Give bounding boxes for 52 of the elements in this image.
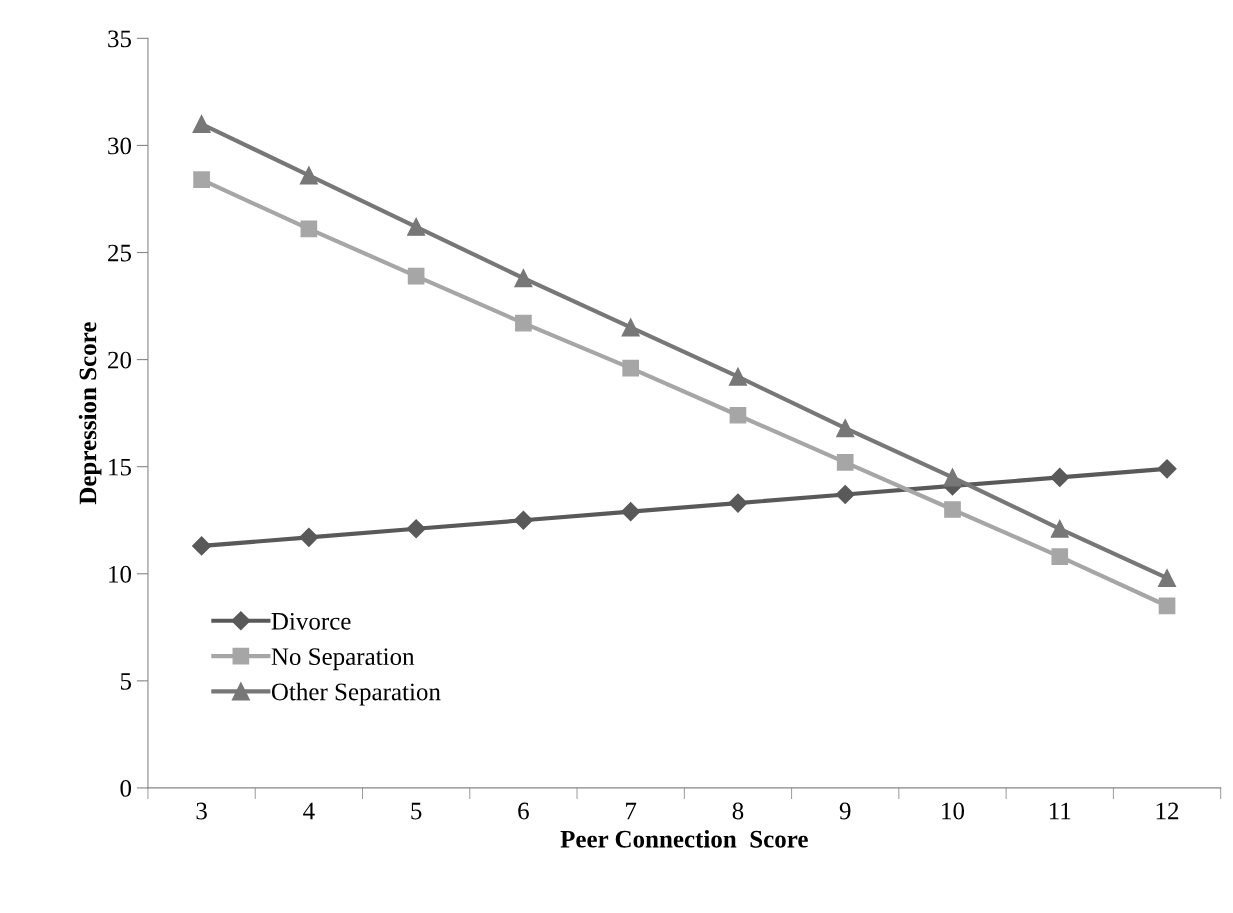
point	[728, 367, 747, 386]
point	[728, 493, 748, 513]
point	[1158, 597, 1176, 615]
point	[1050, 519, 1069, 538]
point	[407, 267, 425, 285]
x-tick-label: 9	[839, 802, 851, 820]
point	[1158, 569, 1177, 588]
x-tick-label: 4	[303, 802, 315, 820]
point	[192, 536, 212, 556]
legend-label: Divorce	[271, 612, 351, 630]
point	[944, 501, 961, 518]
point	[622, 359, 640, 377]
y-tick-label: 15	[109, 458, 132, 476]
x-tick-label: 11	[1049, 802, 1071, 820]
x-tick-label: 7	[626, 802, 637, 820]
x-tick-label: 6	[518, 802, 529, 820]
point	[621, 318, 640, 337]
point	[943, 468, 962, 487]
point	[835, 484, 855, 505]
legend-label: Other Separation	[271, 682, 441, 706]
point	[513, 510, 533, 530]
point	[1157, 459, 1177, 479]
x-tick-label: 3	[196, 802, 207, 820]
point	[514, 269, 533, 288]
x-axis-title: Peer Connection Score	[560, 830, 808, 848]
point	[836, 454, 854, 471]
point	[193, 171, 210, 189]
x-tick-label: 8	[732, 802, 744, 820]
y-tick-label: 35	[108, 30, 132, 48]
point	[515, 314, 532, 332]
point	[406, 519, 426, 539]
y-axis-title: Depression Score	[78, 322, 102, 505]
point	[192, 114, 211, 134]
point	[299, 166, 318, 185]
point	[299, 527, 319, 547]
point	[1051, 548, 1069, 565]
point	[300, 220, 318, 238]
x-tick-label: 5	[411, 802, 422, 820]
point	[836, 419, 855, 438]
x-tick-label: 10	[942, 802, 965, 820]
y-tick-label: 20	[108, 351, 132, 369]
y-tick-label: 0	[120, 779, 132, 797]
y-tick-label: 5	[120, 673, 132, 690]
legend-label: No Separation	[271, 648, 415, 671]
y-tick-label: 10	[109, 565, 132, 583]
y-tick-label: 30	[108, 137, 132, 155]
point	[621, 502, 641, 522]
point	[1050, 467, 1070, 487]
x-tick-label: 12	[1156, 802, 1179, 820]
y-tick-label: 25	[108, 244, 132, 262]
point	[729, 406, 747, 424]
point	[407, 217, 426, 236]
